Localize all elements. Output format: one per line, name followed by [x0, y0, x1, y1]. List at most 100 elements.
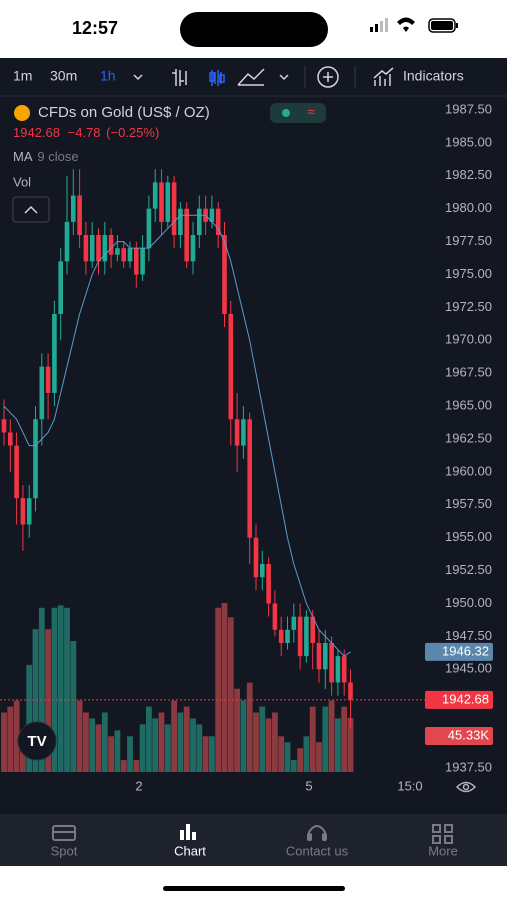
x-tick-label: 15:0 [397, 778, 422, 793]
candle-body [165, 182, 171, 222]
volume-bar [209, 736, 215, 772]
volume-bar [114, 730, 121, 772]
eye-icon[interactable] [455, 781, 477, 793]
volume-bar [284, 742, 291, 772]
x-tick-label: 5 [305, 778, 312, 793]
tab[interactable]: Spot [51, 843, 78, 858]
y-tick-label: 1975.00 [445, 266, 492, 281]
volume-bar [347, 718, 354, 772]
volume-bar [215, 607, 222, 772]
y-tick-label: 1965.00 [445, 398, 492, 413]
tab-active[interactable]: Chart [174, 843, 206, 858]
tv-logo [17, 721, 57, 761]
volume-bar [171, 700, 177, 772]
candle-body [209, 208, 215, 222]
price-label-bg [425, 690, 493, 709]
interval[interactable]: 1m [13, 68, 32, 84]
indicators-button[interactable]: Indicators [403, 68, 464, 84]
y-tick-label: 1967.50 [445, 365, 492, 380]
volume-bar [227, 617, 234, 772]
volume-bar [127, 736, 133, 772]
ma-legend: MA 9 close [13, 149, 79, 164]
candle-body [39, 366, 45, 420]
interval[interactable]: 30m [50, 68, 77, 84]
volume-bar [89, 718, 96, 772]
y-tick-label: 1972.50 [445, 299, 492, 314]
volume-bar [190, 718, 196, 772]
candle-body [127, 248, 133, 262]
caret [24, 205, 38, 214]
candle-body [228, 313, 234, 420]
volume-bar [26, 664, 33, 772]
candle-body [291, 616, 297, 630]
candle-body [45, 366, 51, 393]
y-tick-label: 1950.00 [445, 595, 492, 610]
ma-source: close [48, 149, 78, 164]
candle-body [14, 445, 19, 499]
y-tick-label: 1955.00 [445, 529, 492, 544]
volume-bar [290, 760, 297, 772]
candle-body [58, 261, 63, 314]
volume-bar [322, 706, 329, 772]
volume-bar [202, 736, 209, 772]
y-tick-label: 1962.50 [445, 430, 492, 445]
vol-label-bg [425, 727, 493, 746]
y-tick-label: 1960.00 [445, 463, 492, 478]
tab-icons [52, 824, 453, 844]
y-tick-label: 1982.50 [445, 167, 492, 182]
candle-body [310, 616, 315, 643]
volume-bar [278, 736, 285, 772]
volume-bar [7, 706, 14, 772]
candle-body [83, 235, 89, 262]
volume-bar [221, 603, 228, 772]
candle-body [20, 498, 26, 525]
y-tick-label: 1980.00 [445, 200, 492, 215]
candle-body [335, 656, 341, 683]
tab[interactable]: Contact us [286, 843, 349, 858]
tab-bar [0, 814, 507, 866]
symbol-title: CFDs on Gold (US$ / OZ) [38, 104, 210, 121]
candle-body [260, 564, 265, 578]
volume-bar [120, 760, 127, 772]
candle-body [171, 182, 177, 236]
volume-bar [177, 712, 184, 772]
volume-bar [316, 742, 322, 772]
volume-bar [38, 607, 45, 772]
y-tick-label: 1977.50 [445, 233, 492, 248]
volume-bar [64, 607, 70, 772]
candle-body [1, 419, 7, 433]
candle-body [215, 208, 221, 236]
y-tick-label: 1970.00 [445, 332, 492, 347]
volume-bar [45, 629, 51, 772]
ma-period: 9 [37, 149, 44, 164]
candle-body [297, 616, 303, 657]
candle-body [323, 642, 328, 670]
candle-body [64, 221, 70, 262]
candle-body [247, 419, 252, 538]
candle-body [178, 208, 183, 236]
candle-body [71, 195, 76, 222]
volume-bar [32, 629, 39, 772]
ma-label: 1946.32 [442, 643, 489, 658]
candle-body [146, 208, 152, 249]
volume-bar [240, 700, 247, 772]
tab[interactable]: More [428, 843, 458, 858]
candle-body [285, 629, 290, 643]
candle-body [266, 564, 271, 604]
candle-body [234, 419, 240, 446]
candle-body [329, 642, 334, 683]
status-icons [370, 17, 458, 33]
legend-price: 1942.68 −4.78 (−0.25%) [13, 125, 159, 140]
volume-bar [234, 688, 240, 772]
interval-active[interactable]: 1h [100, 68, 116, 84]
candle-body [33, 419, 38, 499]
toolbar-icons [133, 66, 394, 88]
candle-body [341, 656, 347, 683]
collapse-button[interactable] [12, 196, 50, 223]
candle-body [304, 616, 309, 657]
y-tick-label: 1937.50 [445, 759, 492, 774]
volume-bar [95, 724, 102, 772]
ma-line [3, 214, 351, 657]
candle-body [253, 537, 259, 578]
volume-bar [83, 712, 89, 772]
